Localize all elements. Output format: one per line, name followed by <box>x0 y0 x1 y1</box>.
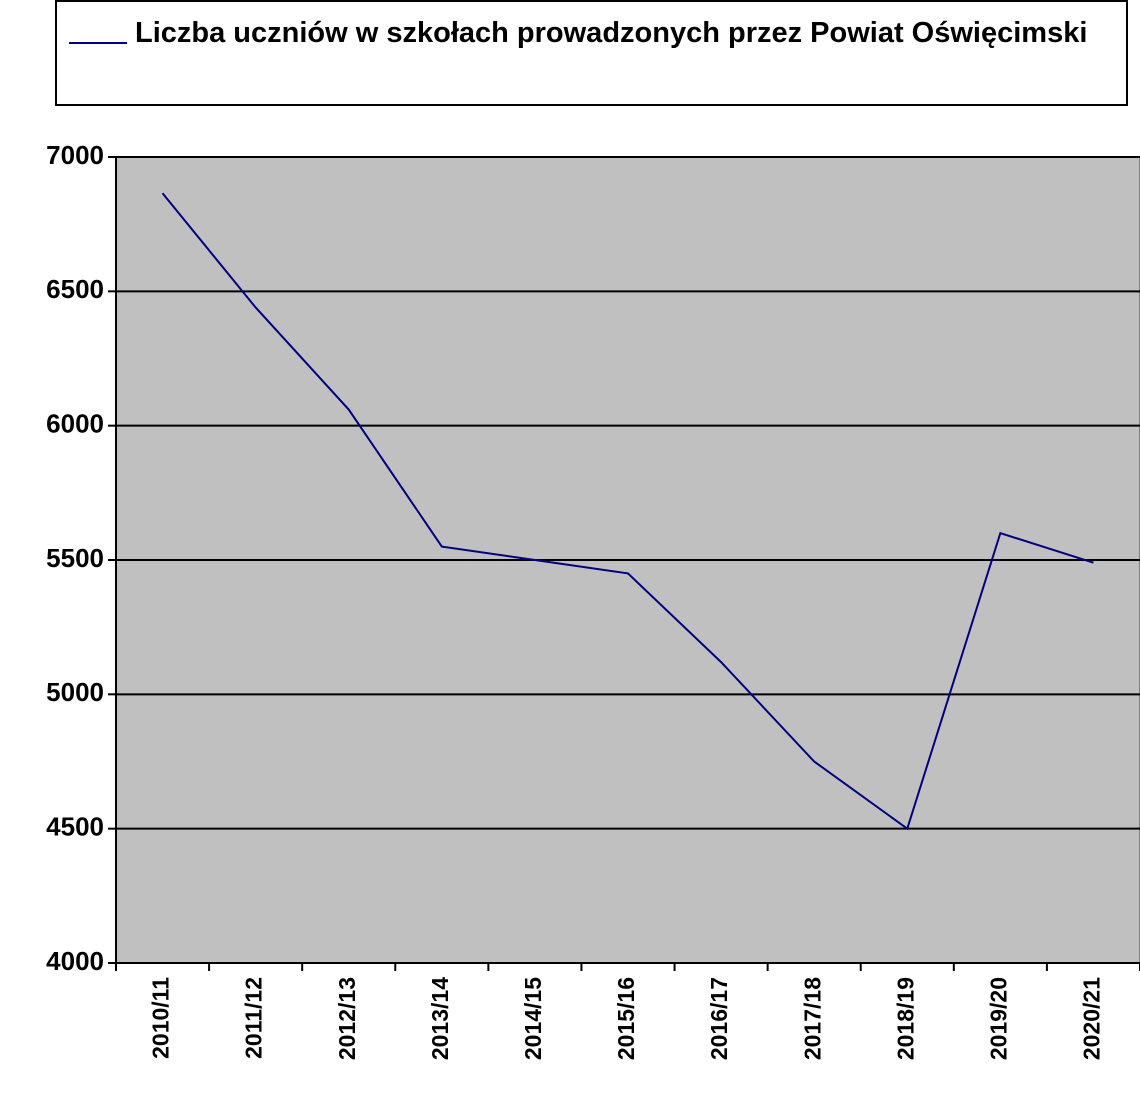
x-tick-label: 2011/12 <box>241 977 267 1059</box>
y-tick-label: 6500 <box>46 274 104 304</box>
y-tick-label: 5000 <box>46 677 104 707</box>
legend-label: Liczba uczniów w szkołach prowadzonych p… <box>135 17 1088 49</box>
legend-swatch <box>69 42 127 44</box>
x-tick-label: 2012/13 <box>334 977 360 1060</box>
x-tick-label: 2015/16 <box>613 977 639 1060</box>
x-tick-label: 2019/20 <box>985 977 1011 1060</box>
y-tick-label: 4000 <box>46 946 104 976</box>
series-line <box>161 192 1094 831</box>
x-tick-label: 2016/17 <box>706 977 732 1060</box>
x-tick-label: 2018/19 <box>892 977 918 1060</box>
y-tick-label: 4500 <box>46 812 104 842</box>
x-tick-label: 2020/21 <box>1079 977 1105 1060</box>
y-tick-label: 7000 <box>46 140 104 170</box>
legend: Liczba uczniów w szkołach prowadzonych p… <box>55 0 1128 106</box>
x-tick-label: 2013/14 <box>427 977 453 1060</box>
x-tick-label: 2010/11 <box>148 977 174 1059</box>
x-tick-label: 2014/15 <box>520 977 546 1060</box>
x-tick-label: 2017/18 <box>799 977 825 1060</box>
y-tick-label: 5500 <box>46 543 104 573</box>
y-tick-label: 6000 <box>46 409 104 439</box>
